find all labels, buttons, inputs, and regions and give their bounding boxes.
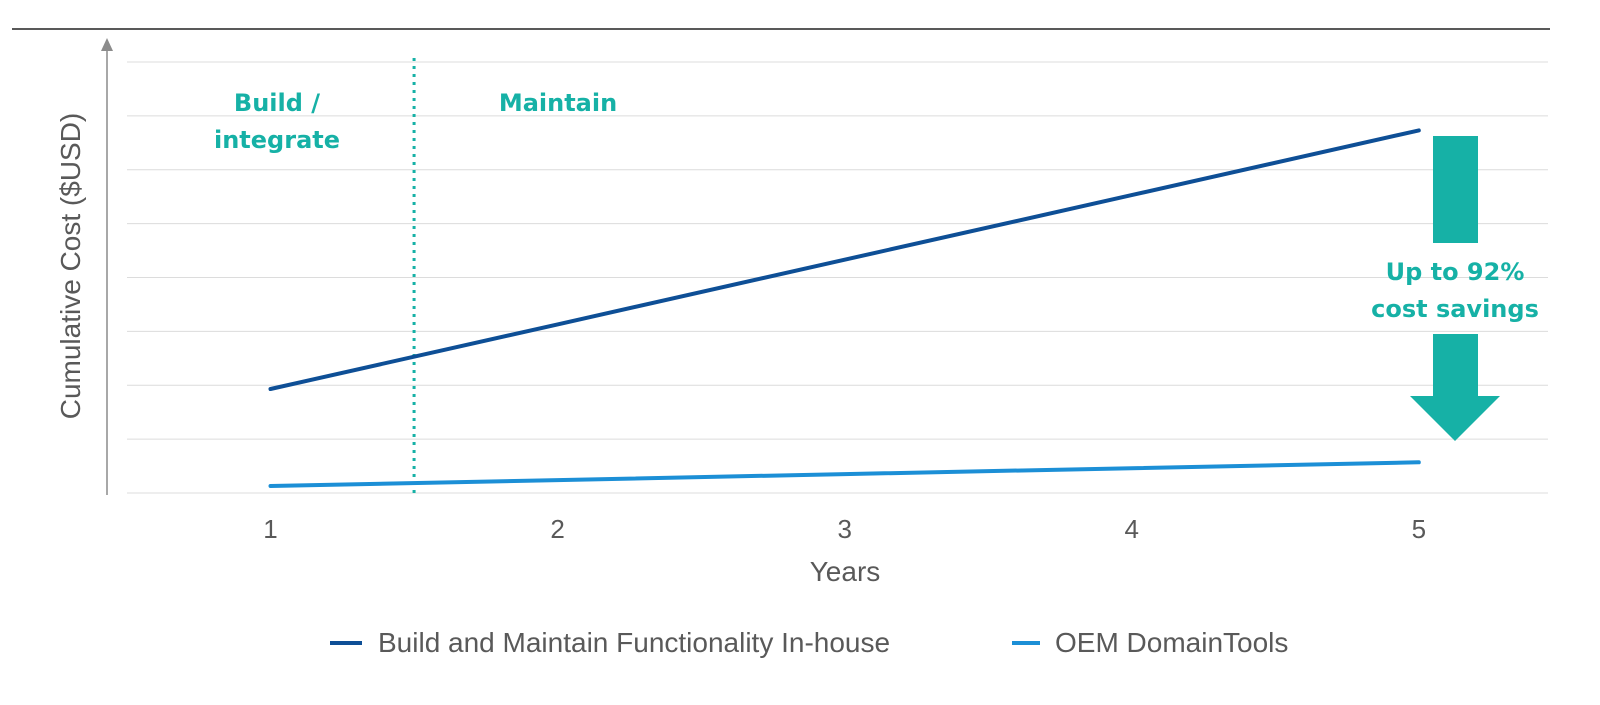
x-tick-labels: 1 2 3 4 5: [263, 514, 1426, 544]
x-tick-label: 5: [1412, 514, 1426, 544]
x-tick-label: 3: [837, 514, 851, 544]
x-tick-label: 1: [263, 514, 277, 544]
savings-label-line1: Up to 92%: [1386, 258, 1525, 286]
phase-label-build-line2: integrate: [214, 126, 340, 154]
x-axis-title: Years: [810, 556, 881, 587]
legend-label-oem: OEM DomainTools: [1055, 627, 1288, 658]
savings-arrow-shaft-bottom: [1433, 334, 1478, 396]
y-axis-title: Cumulative Cost ($USD): [55, 113, 86, 420]
gridlines: [127, 61, 1548, 494]
series-layer: [268, 128, 1421, 488]
savings-arrow-head-icon: [1410, 396, 1500, 441]
series-line-oem: [268, 460, 1421, 488]
y-axis-arrow-icon: [101, 38, 113, 51]
savings-arrow-shaft-top: [1433, 136, 1478, 243]
x-tick-label: 2: [550, 514, 564, 544]
legend-label-in-house: Build and Maintain Functionality In-hous…: [378, 627, 890, 658]
series-line-in-house: [268, 128, 1421, 391]
phase-label-maintain: Maintain: [499, 89, 617, 117]
savings-label-line2: cost savings: [1371, 295, 1539, 323]
legend: Build and Maintain Functionality In-hous…: [330, 627, 1288, 658]
phase-label-build-line1: Build /: [234, 89, 320, 117]
x-tick-label: 4: [1125, 514, 1139, 544]
